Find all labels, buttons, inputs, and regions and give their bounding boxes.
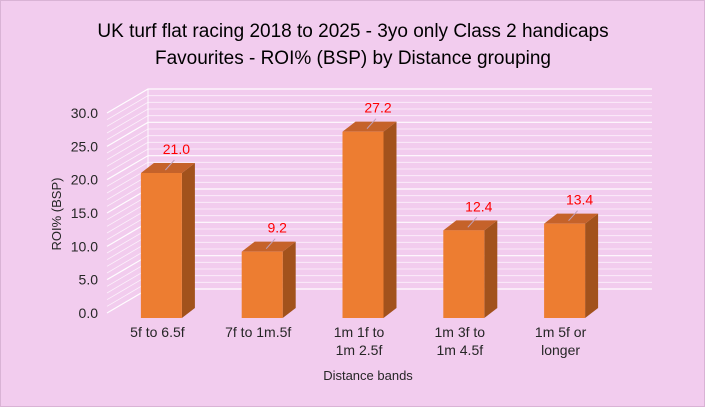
bar-side-face (282, 241, 296, 318)
x-tick-label: 1m 2.5f (336, 342, 383, 358)
y-tick-label: 30.0 (71, 105, 98, 121)
bar (241, 241, 296, 318)
bar (443, 220, 498, 318)
data-labels: 21.0 9.2 27.2 12.4 13.4 (163, 100, 593, 250)
x-tick-label: 1m 5f or (535, 324, 587, 340)
chart-title-line-2: Favourites - ROI% (BSP) by Distance grou… (155, 48, 551, 69)
bar-front-face (544, 223, 586, 318)
bar-side-face (383, 121, 397, 319)
y-tick-label: 25.0 (71, 138, 98, 154)
leader-line (165, 159, 175, 171)
y-tick-label: 0.0 (79, 305, 99, 321)
x-tick-label: 1m 1f to (334, 324, 385, 340)
bar-front-face (140, 173, 182, 318)
y-tick-labels: 0.0 5.0 10.0 15.0 20.0 25.0 30.0 (71, 105, 98, 321)
data-label: 13.4 (566, 192, 593, 208)
y-axis-title: ROI% (BSP) (49, 178, 64, 251)
bar (544, 213, 599, 318)
data-label: 12.4 (465, 198, 492, 214)
leader-line (568, 210, 578, 222)
x-tick-labels: 5f to 6.5f 7f to 1m.5f 1m 1f to 1m 2.5f 1m 3… (130, 324, 586, 358)
bar-top-face (544, 213, 599, 224)
y-tick-label: 20.0 (71, 172, 98, 188)
bar-side-face (484, 220, 498, 318)
x-axis-title: Distance bands (323, 368, 413, 383)
y-tick-label: 10.0 (71, 238, 98, 254)
bar-front-face (241, 251, 283, 318)
bar (342, 121, 397, 319)
x-tick-label: 7f to 1m.5f (225, 324, 291, 340)
chart-title-line-1: UK turf flat racing 2018 to 2025 - 3yo o… (97, 21, 608, 42)
bar-top-face (342, 121, 397, 132)
x-tick-label: 5f to 6.5f (130, 324, 185, 340)
bar-front-face (342, 131, 384, 318)
bar-side-face (585, 213, 599, 318)
x-tick-label: longer (541, 342, 580, 358)
bar-top-face (241, 241, 296, 252)
y-tick-label: 15.0 (71, 205, 98, 221)
data-label: 21.0 (163, 141, 190, 157)
bars (140, 121, 599, 319)
data-label: 27.2 (364, 100, 391, 116)
data-label: 9.2 (267, 220, 287, 236)
bar-top-face (443, 220, 498, 231)
bar-top-face (140, 163, 195, 173)
y-tick-label: 5.0 (79, 272, 99, 288)
bar (140, 163, 195, 318)
bar-side-face (181, 163, 195, 318)
x-tick-label: 1m 3f to (435, 324, 486, 340)
leader-line (467, 216, 478, 228)
x-tick-label: 1m 4.5f (436, 342, 483, 358)
bar-front-face (443, 230, 485, 318)
leader-line (265, 238, 276, 250)
leader-line (366, 118, 377, 130)
